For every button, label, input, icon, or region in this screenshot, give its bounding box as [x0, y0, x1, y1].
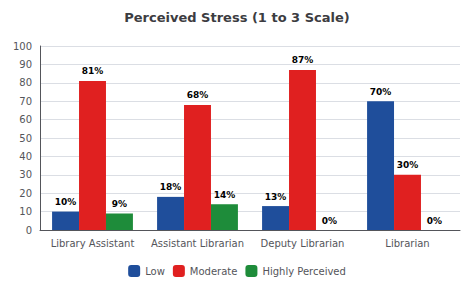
- svg-text:70%: 70%: [370, 87, 392, 97]
- svg-text:87%: 87%: [292, 55, 314, 65]
- svg-text:9%: 9%: [112, 199, 127, 209]
- svg-text:70: 70: [19, 96, 32, 107]
- svg-text:Library Assistant: Library Assistant: [51, 238, 135, 249]
- svg-text:Highly Perceived: Highly Perceived: [262, 266, 345, 277]
- svg-text:Assistant Librarian: Assistant Librarian: [151, 238, 244, 249]
- svg-text:0%: 0%: [427, 216, 442, 226]
- svg-text:Librarian: Librarian: [385, 238, 429, 249]
- svg-text:14%: 14%: [214, 190, 236, 200]
- svg-text:40: 40: [19, 151, 32, 162]
- svg-text:Low: Low: [145, 266, 165, 277]
- svg-text:13%: 13%: [265, 192, 287, 202]
- svg-text:Perceived Stress (1 to 3 Scale: Perceived Stress (1 to 3 Scale): [124, 10, 349, 25]
- svg-text:100: 100: [13, 41, 32, 52]
- svg-text:20: 20: [19, 188, 32, 199]
- svg-text:90: 90: [19, 59, 32, 70]
- svg-text:81%: 81%: [82, 66, 104, 76]
- svg-text:0%: 0%: [322, 216, 337, 226]
- svg-text:18%: 18%: [160, 182, 182, 192]
- svg-text:Moderate: Moderate: [190, 266, 238, 277]
- svg-text:Deputy Librarian: Deputy Librarian: [261, 238, 345, 249]
- svg-text:10: 10: [19, 206, 32, 217]
- svg-text:30%: 30%: [397, 160, 419, 170]
- svg-text:68%: 68%: [187, 90, 209, 100]
- svg-text:60: 60: [19, 114, 32, 125]
- svg-text:50: 50: [19, 133, 32, 144]
- svg-text:10%: 10%: [55, 197, 77, 207]
- svg-text:80: 80: [19, 77, 32, 88]
- svg-text:30: 30: [19, 169, 32, 180]
- svg-text:0: 0: [26, 225, 32, 236]
